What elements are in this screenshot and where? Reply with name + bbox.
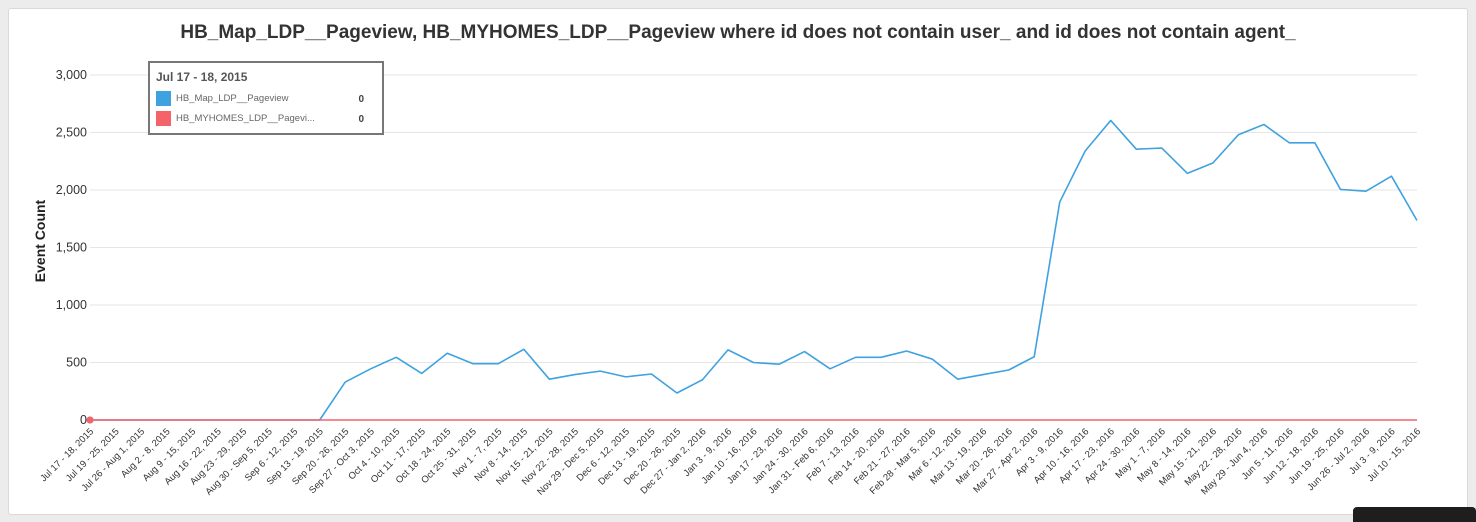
tooltip-series-value: 0 bbox=[358, 94, 364, 105]
y-tick-label: 3,000 bbox=[56, 68, 87, 82]
chart-title: HB_Map_LDP__Pageview, HB_MYHOMES_LDP__Pa… bbox=[180, 22, 1296, 43]
tooltip-series-value: 0 bbox=[358, 114, 364, 125]
tooltip-title: Jul 17 - 18, 2015 bbox=[156, 70, 248, 84]
series-lines[interactable] bbox=[90, 119, 1418, 421]
series-color-swatch bbox=[156, 111, 171, 126]
tooltip-series-label: HB_Map_LDP__Pageview bbox=[176, 93, 289, 104]
hover-tooltip: Jul 17 - 18, 2015 HB_Map_LDP__Pageview 0… bbox=[148, 61, 384, 135]
series-color-swatch bbox=[156, 91, 171, 106]
tooltip-row: HB_Map_LDP__Pageview 0 bbox=[156, 91, 376, 107]
tooltip-row: HB_MYHOMES_LDP__Pagevi... 0 bbox=[156, 111, 376, 127]
corner-overlay bbox=[1353, 507, 1476, 522]
y-tick-label: 500 bbox=[66, 356, 87, 370]
y-tick-label: 2,500 bbox=[56, 126, 87, 140]
y-tick-label: 1,500 bbox=[56, 241, 87, 255]
y-tick-label: 2,000 bbox=[56, 183, 87, 197]
y-tick-label: 1,000 bbox=[56, 298, 87, 312]
y-axis-label: Event Count bbox=[32, 199, 48, 282]
y-tick-label: 0 bbox=[80, 413, 87, 427]
series-line-HB_Map_LDP__Pageview[interactable] bbox=[90, 119, 1418, 421]
hover-markers bbox=[86, 416, 94, 424]
tooltip-series-label: HB_MYHOMES_LDP__Pagevi... bbox=[176, 113, 315, 124]
y-axis-ticks: 0 500 1,000 1,500 2,000 2,500 3,000 bbox=[56, 68, 87, 427]
data-point-marker bbox=[86, 416, 94, 424]
